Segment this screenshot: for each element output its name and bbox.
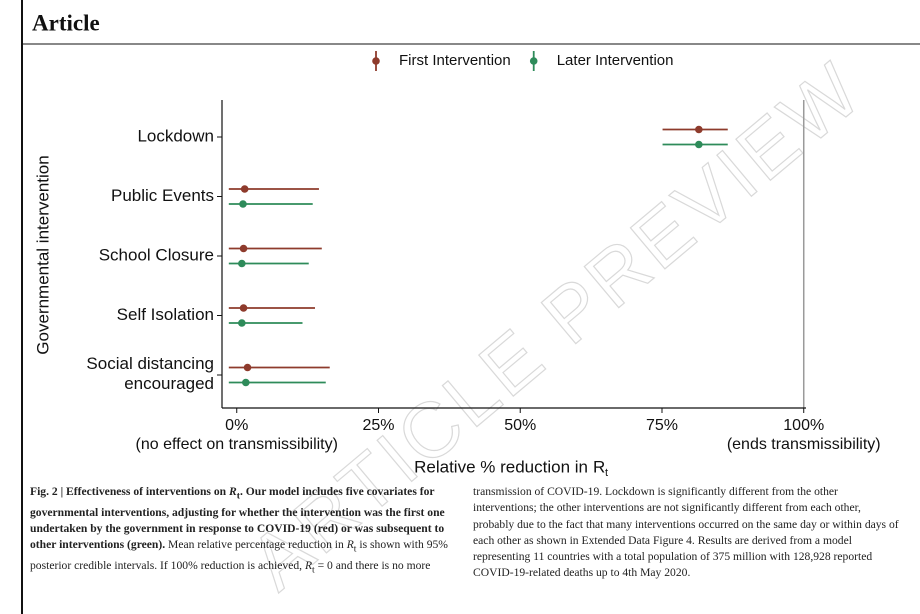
x-tick-label: 0%	[225, 417, 248, 434]
subscript: t	[236, 490, 240, 502]
legend-dot	[529, 57, 538, 65]
x-tick-note: (ends transmissibility)	[727, 436, 881, 453]
legend-label: Later Intervention	[557, 52, 674, 69]
legend-dot	[372, 57, 380, 65]
x-tick-label: 50%	[504, 417, 536, 434]
x-tick-label: 100%	[783, 417, 824, 434]
estimate	[238, 319, 246, 327]
symbol: R	[304, 558, 313, 572]
caption-text: Mean relative percentage reduction in	[165, 538, 347, 552]
y-tick-label: Lockdown	[137, 126, 214, 145]
estimate	[695, 125, 703, 134]
caption-right: transmission of COVID-19. Lockdown is si…	[473, 485, 899, 580]
x-tick-note: (no effect on transmissibility)	[136, 436, 338, 453]
y-tick-label: Self Isolation	[117, 305, 214, 324]
x-tick-label: 25%	[362, 417, 394, 434]
y-tick-label: Social distancing encouraged	[86, 354, 214, 393]
x-axis-title: Relative % reduction in	[414, 457, 588, 476]
legend-label: First Intervention	[399, 52, 511, 69]
subscript: t	[353, 543, 357, 555]
estimate	[242, 378, 250, 387]
symbol: R	[346, 538, 354, 552]
page-title: Article	[32, 10, 100, 35]
y-axis-title: Governmental intervention	[33, 155, 52, 354]
caption-left: Fig. 2 | Effectiveness of interventions …	[30, 484, 450, 578]
estimate	[243, 363, 252, 372]
caption-text: is shown with 95% posterior credible int…	[30, 538, 448, 572]
caption-text: . Our model includes five covariates for…	[30, 485, 445, 552]
estimate	[239, 244, 248, 253]
caption-text: = 0 and there is no more	[314, 558, 431, 572]
y-tick-label: Public Events	[111, 186, 214, 205]
symbol: R	[228, 485, 237, 498]
subscript: t	[312, 564, 315, 576]
y-tick-label: School Closure	[99, 245, 214, 264]
estimate	[240, 185, 249, 193]
x-tick-label: 75%	[646, 417, 678, 434]
estimate	[239, 304, 248, 312]
x-axis-symbol: R	[593, 457, 605, 476]
caption-text: Fig. 2 | Effectiveness of interventions …	[30, 485, 229, 498]
estimate	[238, 259, 246, 268]
x-axis-subscript: t	[605, 467, 608, 479]
caption-lead: Fig. 2 | Effectiveness of interventions …	[30, 485, 445, 551]
estimate	[239, 200, 247, 208]
estimate	[695, 140, 703, 149]
